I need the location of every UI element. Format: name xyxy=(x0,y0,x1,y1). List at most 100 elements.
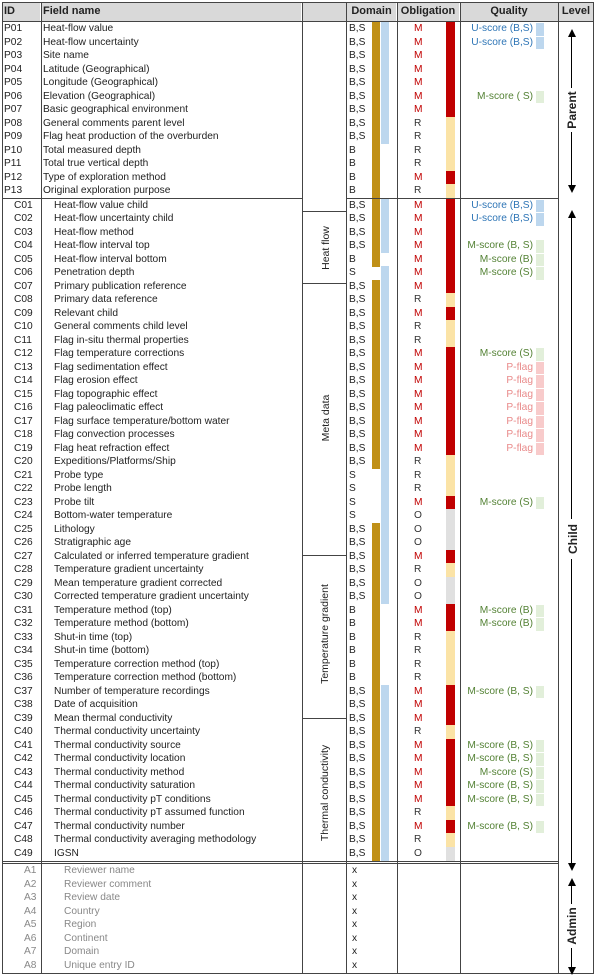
header-domain: Domain xyxy=(347,2,396,21)
row-id: C24 xyxy=(14,510,33,521)
row-quality: P-flag xyxy=(506,361,533,373)
row-obligation: M xyxy=(414,442,423,454)
obligation-bar xyxy=(446,198,455,213)
obligation-bar xyxy=(446,576,455,591)
row-field-name: IGSN xyxy=(54,847,79,859)
row-obligation: R xyxy=(414,658,422,670)
row-id: A2 xyxy=(24,878,37,890)
domain-s-bar xyxy=(381,306,389,321)
domain-s-bar xyxy=(381,468,389,483)
obligation-bar xyxy=(446,293,455,307)
row-id: C33 xyxy=(14,631,33,643)
domain-s-bar xyxy=(381,239,389,253)
domain-s-bar xyxy=(381,752,389,766)
row-id: C17 xyxy=(14,415,33,427)
row-id: A5 xyxy=(24,919,37,930)
domain-b-bar xyxy=(372,212,380,226)
obligation-bar xyxy=(446,103,455,117)
row-field-name: Number of temperature recordings xyxy=(54,685,210,697)
domain-b-bar xyxy=(372,225,380,240)
row-id: C35 xyxy=(14,658,33,670)
domain-b-bar xyxy=(372,374,380,388)
row-id: C21 xyxy=(14,469,33,481)
row-domain: B,S xyxy=(349,523,366,535)
obligation-bar xyxy=(446,157,455,171)
row-domain: B xyxy=(349,158,356,169)
row-quality: M-score (B, S) xyxy=(467,240,533,251)
header-blank xyxy=(302,2,346,21)
parent-child-divider-right xyxy=(346,197,558,199)
obligation-bar xyxy=(446,279,455,294)
row-field-name: Calculated or inferred temperature gradi… xyxy=(54,550,249,562)
row-field-name: Corrected temperature gradient uncertain… xyxy=(54,591,249,602)
table-row: P07 Basic geographical environment B,S M xyxy=(2,103,593,117)
row-quality: M-score ( S) xyxy=(476,90,533,102)
row-domain: B,S xyxy=(349,294,366,305)
row-obligation: O xyxy=(414,591,422,602)
row-obligation: M xyxy=(414,820,423,832)
quality-bar xyxy=(536,375,544,388)
obligation-bar xyxy=(446,549,455,564)
row-id: P04 xyxy=(4,63,23,75)
table-row: C48 Thermal conductivity averaging method… xyxy=(2,833,593,847)
table-row: C03 Heat-flow method B,S M xyxy=(2,226,593,240)
row-domain: S xyxy=(349,496,356,508)
table-row: A3 Review date x xyxy=(2,891,593,905)
row-quality: P-flag xyxy=(506,415,533,427)
domain-s-bar xyxy=(381,590,389,604)
table-row: C49 IGSN B,S O xyxy=(2,847,593,861)
row-domain: B,S xyxy=(349,712,366,724)
domain-b-bar xyxy=(372,279,380,294)
obligation-bar xyxy=(446,522,455,537)
row-domain: B,S xyxy=(349,90,366,102)
row-field-name: Heat-flow interval bottom xyxy=(54,253,167,265)
obligation-bar xyxy=(446,347,455,361)
domain-b-bar xyxy=(372,779,380,793)
domain-s-bar xyxy=(381,225,389,240)
row-id: A4 xyxy=(24,905,37,917)
row-obligation: O xyxy=(414,577,422,589)
domain-b-bar xyxy=(372,184,380,198)
domain-b-bar xyxy=(372,657,380,672)
row-domain: B,S xyxy=(349,699,366,710)
domain-b-bar xyxy=(372,590,380,604)
row-id: C08 xyxy=(14,294,33,305)
row-id: C42 xyxy=(14,753,33,764)
row-domain: B,S xyxy=(349,537,366,548)
domain-s-bar xyxy=(381,374,389,388)
table-row: C39 Mean thermal conductivity B,S M xyxy=(2,712,593,726)
row-domain: x xyxy=(352,892,358,903)
row-domain: B,S xyxy=(349,415,366,427)
child-arrow-down-icon xyxy=(568,863,576,871)
obligation-bar xyxy=(446,711,455,726)
table-row: A4 Country x xyxy=(2,905,593,919)
row-quality: M-score (B) xyxy=(479,253,533,265)
row-id: C15 xyxy=(14,388,33,400)
row-field-name: Expeditions/Platforms/Ship xyxy=(54,456,176,467)
row-domain: B,S xyxy=(349,36,366,48)
quality-bar xyxy=(536,739,544,752)
domain-b-bar xyxy=(372,293,380,307)
obligation-bar xyxy=(446,792,455,807)
row-field-name: Basic geographical environment xyxy=(43,104,188,115)
obligation-bar xyxy=(446,684,455,699)
row-field-name: Original exploration purpose xyxy=(43,185,171,196)
table-row: P13 Original exploration purpose B R xyxy=(2,184,593,198)
row-domain: S xyxy=(349,483,356,494)
obligation-bar xyxy=(446,441,455,456)
row-quality: U-score (B,S) xyxy=(471,36,533,48)
domain-b-bar xyxy=(372,306,380,321)
obligation-bar xyxy=(446,320,455,334)
level-label-child: Child xyxy=(566,519,580,559)
row-field-name: Flag heat refraction effect xyxy=(54,442,170,454)
table-row: C34 Shut-in time (bottom) B R xyxy=(2,644,593,658)
row-id: A8 xyxy=(24,959,37,971)
row-id: C47 xyxy=(14,820,33,832)
row-id: C45 xyxy=(14,793,33,805)
parent-arrow-up-icon xyxy=(568,29,576,37)
row-obligation: R xyxy=(414,726,422,737)
row-field-name: Reviewer name xyxy=(64,865,135,876)
row-quality: P-flag xyxy=(506,402,533,413)
row-domain: B xyxy=(349,253,356,265)
row-domain: B,S xyxy=(349,834,366,845)
